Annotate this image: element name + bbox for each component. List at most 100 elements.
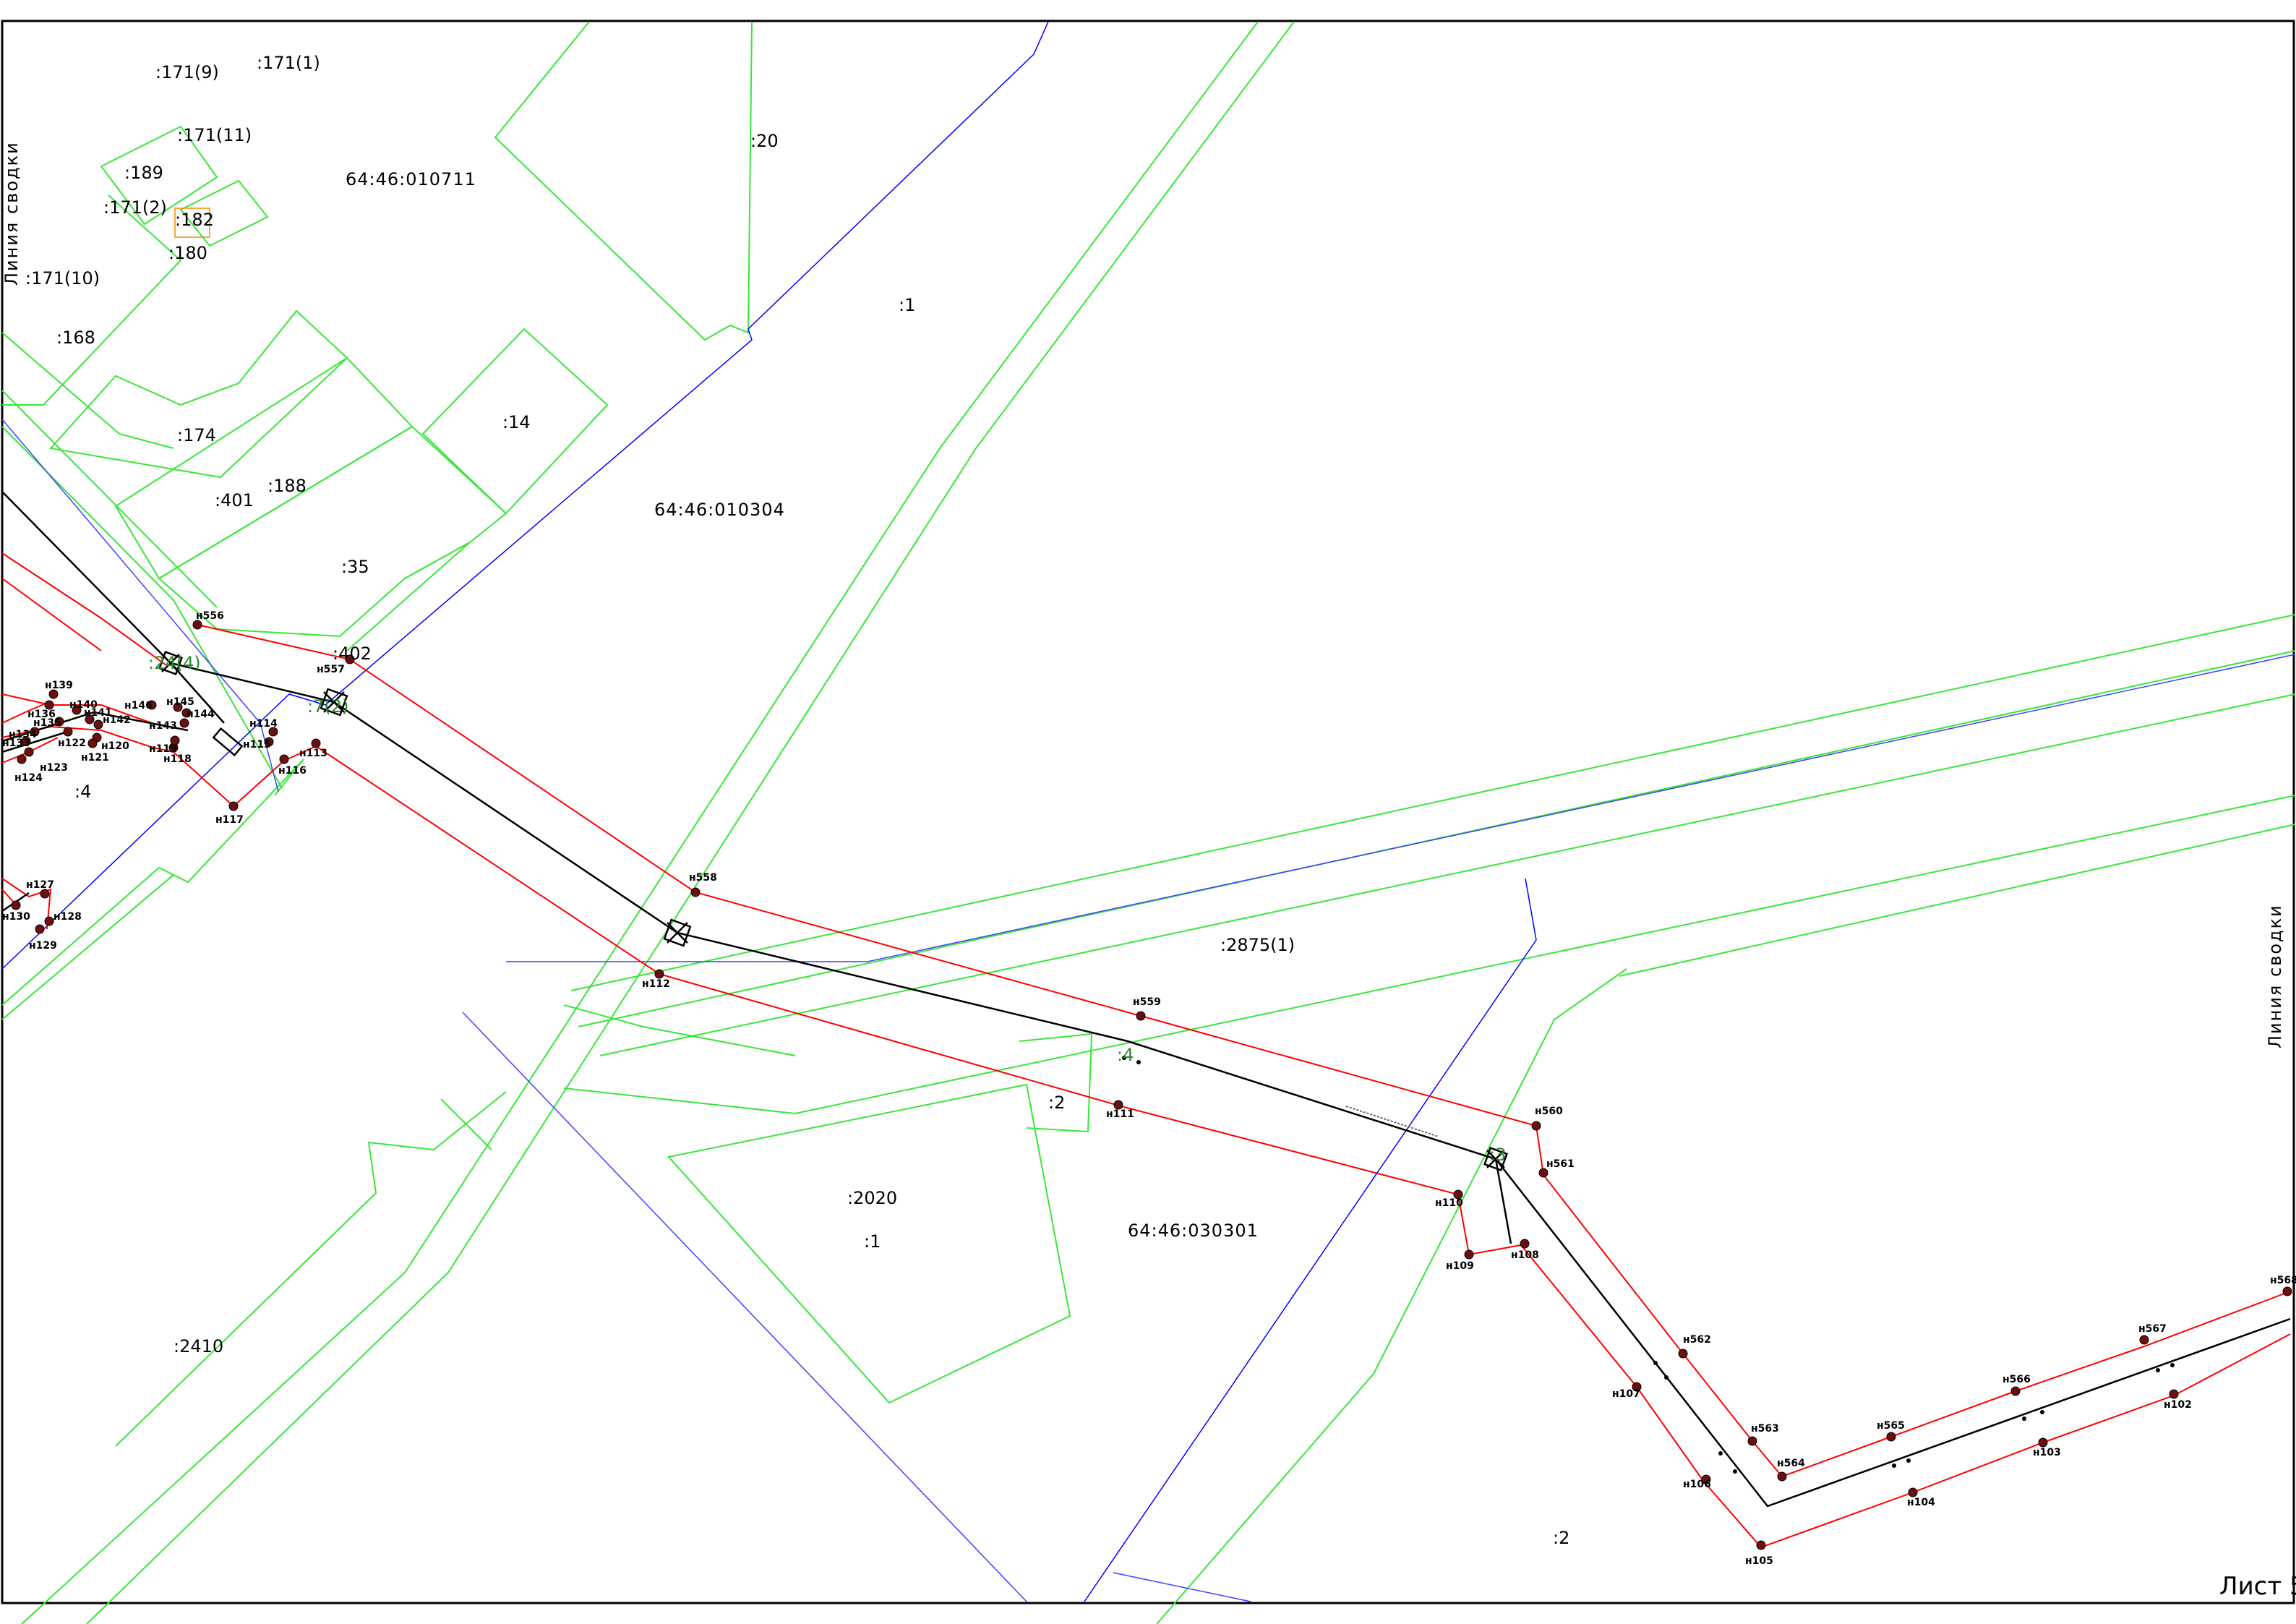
point-marker: н133 <box>2 736 31 749</box>
svg-text:н105: н105 <box>1745 1555 1773 1567</box>
svg-text::1: :1 <box>864 1231 881 1252</box>
svg-text:н145: н145 <box>166 696 194 708</box>
point-marker: н559 <box>1133 996 1161 1021</box>
point-marker: н114 <box>249 718 278 737</box>
svg-text::189: :189 <box>124 163 163 183</box>
point-marker: н107 <box>1612 1382 1642 1400</box>
svg-text:н124: н124 <box>14 772 43 784</box>
svg-text:н104: н104 <box>1907 1497 1935 1508</box>
point-marker: н129 <box>29 924 57 952</box>
point-marker: н567 <box>2138 1323 2167 1345</box>
svg-text:н559: н559 <box>1133 996 1161 1008</box>
point-marker: н143 <box>149 718 189 732</box>
svg-text::171(9): :171(9) <box>155 62 219 82</box>
point-marker: н121 <box>81 738 109 764</box>
svg-text::402: :402 <box>333 644 372 664</box>
svg-text::3: :3 <box>1489 1145 1506 1165</box>
right-edge-label: Линия сводки <box>2265 904 2285 1048</box>
svg-text:н141: н141 <box>84 707 112 719</box>
point-marker: н115 <box>243 737 274 751</box>
svg-text::2: :2 <box>1048 1093 1065 1113</box>
point-marker: н108 <box>1511 1239 1539 1261</box>
point-marker: н565 <box>1877 1420 1905 1442</box>
point-marker: н102 <box>2164 1389 2192 1411</box>
svg-text:н564: н564 <box>1777 1458 1805 1469</box>
road-boundaries <box>1 419 2296 1602</box>
svg-text::171(11): :171(11) <box>177 125 252 145</box>
svg-text::20: :20 <box>750 131 779 151</box>
svg-text:н115: н115 <box>243 739 271 751</box>
svg-text::7(2): :7(2) <box>307 696 348 717</box>
svg-text::2: :2 <box>1553 1528 1569 1548</box>
svg-text:н144: н144 <box>187 709 215 720</box>
well-icon <box>663 918 692 947</box>
svg-text:64:46:010304: 64:46:010304 <box>654 500 785 520</box>
point-marker: н140 <box>69 699 98 715</box>
point-marker: н562 <box>1678 1334 1711 1359</box>
point-marker: н561 <box>1538 1158 1575 1178</box>
point-marker: н139 <box>45 680 73 699</box>
point-marker: н145 <box>166 696 194 712</box>
svg-text:н127: н127 <box>26 879 54 891</box>
svg-text::168: :168 <box>56 328 95 348</box>
parcel-boundaries <box>1 21 2296 1624</box>
svg-text:н567: н567 <box>2138 1323 2167 1335</box>
point-marker: н112 <box>642 969 670 990</box>
point-marker: н116 <box>278 754 307 777</box>
point-marker: н113 <box>299 738 327 759</box>
left-edge-label: Линия сводки <box>1 141 22 286</box>
svg-text::2875(1): :2875(1) <box>1220 935 1295 955</box>
point-marker: н104 <box>1907 1487 1935 1508</box>
svg-text::401: :401 <box>215 490 254 510</box>
svg-text:н113: н113 <box>299 748 327 759</box>
route-markers <box>1122 1056 2175 1474</box>
point-marker: н111 <box>1106 1100 1134 1120</box>
svg-text::1: :1 <box>899 295 915 315</box>
svg-text:н122: н122 <box>58 738 86 749</box>
svg-text::171(2): :171(2) <box>103 197 167 218</box>
svg-text:н116: н116 <box>278 765 307 777</box>
svg-text::4: :4 <box>74 782 91 802</box>
point-marker: н117 <box>215 801 244 826</box>
svg-text:н114: н114 <box>249 718 278 730</box>
well-icon <box>158 651 183 675</box>
point-marker: н136 <box>27 700 56 720</box>
svg-text:н108: н108 <box>1511 1249 1539 1261</box>
point-marker: н124 <box>14 754 43 784</box>
point-marker: н127 <box>26 879 54 899</box>
cadastral-quarters: 64:46:010711 64:46:010304 64:46:030301 <box>346 169 1259 1241</box>
svg-text:н134: н134 <box>9 729 37 740</box>
point-marker: н134 <box>9 727 40 740</box>
svg-text::171(10): :171(10) <box>25 268 100 289</box>
point-marker: н135 <box>33 717 64 729</box>
point-marker: н146 <box>124 700 157 711</box>
point-marker: н142 <box>93 714 131 730</box>
svg-text:н117: н117 <box>215 814 244 826</box>
point-marker: н130 <box>2 900 30 923</box>
svg-text:н558: н558 <box>689 872 717 884</box>
svg-text:64:46:030301: 64:46:030301 <box>1128 1221 1259 1241</box>
point-marker: н103 <box>2033 1437 2061 1458</box>
svg-text::14: :14 <box>502 412 531 432</box>
svg-text:н106: н106 <box>1683 1479 1711 1490</box>
well-symbols <box>158 651 1508 1171</box>
svg-text::2020: :2020 <box>847 1188 897 1208</box>
point-marker: н560 <box>1531 1106 1563 1131</box>
svg-text:н565: н565 <box>1877 1420 1905 1432</box>
point-marker: н105 <box>1745 1540 1773 1567</box>
point-marker: н557 <box>317 654 355 675</box>
svg-text:н118: н118 <box>163 753 192 765</box>
point-marker: н558 <box>689 872 717 897</box>
point-marker: н118 <box>163 743 192 765</box>
svg-text:н140: н140 <box>69 699 98 711</box>
svg-text:н102: н102 <box>2164 1399 2192 1411</box>
svg-text:н103: н103 <box>2033 1447 2061 1458</box>
svg-text:н109: н109 <box>1446 1260 1474 1272</box>
svg-text:н146: н146 <box>124 700 153 711</box>
point-marker: н109 <box>1446 1249 1474 1272</box>
pipe-element <box>212 727 244 757</box>
svg-text:н120: н120 <box>101 740 129 752</box>
svg-text::4: :4 <box>1117 1045 1134 1065</box>
svg-text::171(1): :171(1) <box>257 53 320 73</box>
